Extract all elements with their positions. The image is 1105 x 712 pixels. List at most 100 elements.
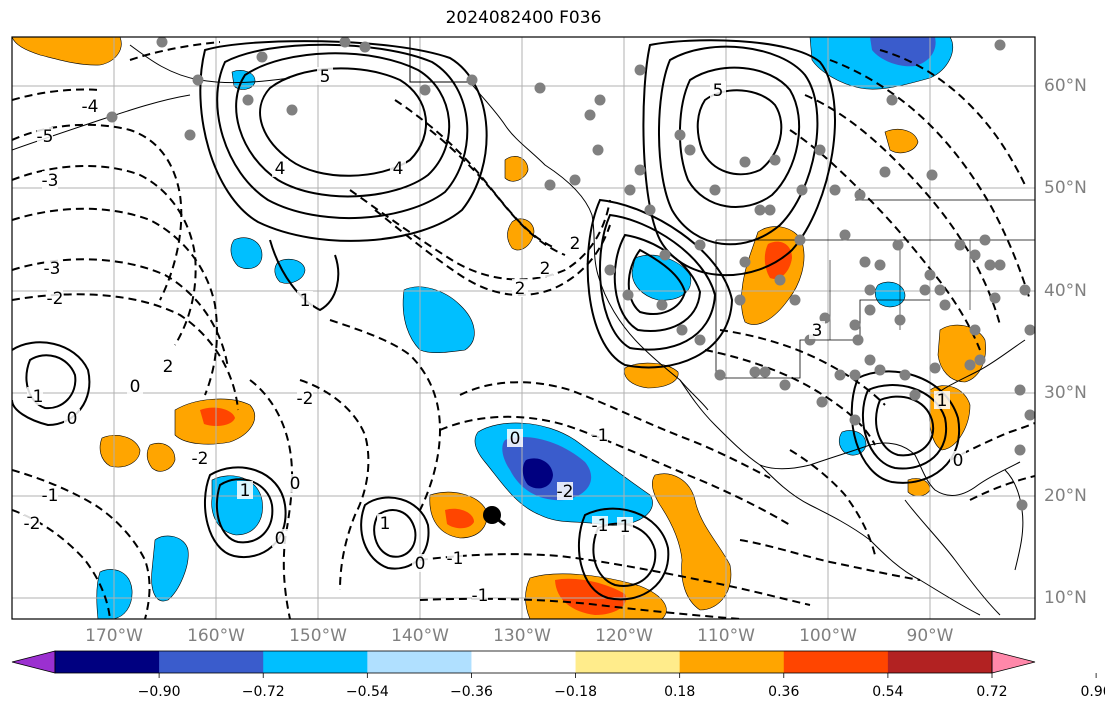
station-dot: [789, 294, 801, 306]
colorbar-tick-label: −0.54: [345, 684, 389, 700]
station-dot: [864, 284, 876, 296]
contour-label: 1: [240, 481, 251, 501]
lon-label-120w: 120°W: [595, 626, 653, 646]
station-dot: [886, 94, 898, 106]
contour-label: 0: [953, 451, 964, 471]
station-dot: [926, 169, 938, 181]
map-title: 2024082400 F036: [445, 8, 602, 28]
station-dot: [816, 396, 828, 408]
station-dot: [964, 359, 976, 371]
shade-red-west1: [200, 407, 235, 426]
station-dot: [1014, 384, 1026, 396]
colorbar-tick-label: 0.18: [664, 684, 696, 700]
station-dot: [919, 284, 931, 296]
shade-orange-canada: [884, 129, 919, 154]
station-dots: [106, 37, 1035, 511]
contour-label-bg: [160, 357, 176, 375]
contour-label: -2: [24, 514, 41, 534]
station-dot: [794, 234, 806, 246]
contour-label-bg: [44, 259, 60, 277]
station-dot: [994, 39, 1006, 51]
contour-label-bg: [617, 517, 633, 535]
lon-label-160w: 160°W: [187, 626, 245, 646]
station-dot: [739, 256, 751, 268]
station-dot: [849, 369, 861, 381]
contour-label: -4: [82, 97, 99, 117]
station-dot: [106, 111, 118, 123]
station-dot: [834, 369, 846, 381]
contour-label: 1: [937, 391, 948, 411]
contour-label-bg: [272, 529, 288, 547]
station-dot: [769, 154, 781, 166]
station-dot: [544, 179, 556, 191]
colorbar-segment: [679, 651, 785, 673]
station-dot: [694, 334, 706, 346]
station-dot: [1016, 499, 1028, 511]
shade-darkblue-ne: [870, 37, 936, 67]
station-dot: [709, 184, 721, 196]
contour-label-bg: [537, 259, 553, 277]
station-dot: [969, 324, 981, 336]
contour-label: 4: [275, 159, 286, 179]
lat-label-10n: 10°N: [1044, 588, 1087, 608]
contour-label: 0: [67, 409, 78, 429]
contour-label-bg: [377, 514, 393, 532]
shade-orange-pac: [507, 218, 535, 251]
shade-orange-mexico: [651, 473, 732, 611]
contour-label: 5: [713, 81, 724, 101]
colorbar-tick-label: −0.18: [554, 684, 597, 700]
station-dot: [874, 259, 886, 271]
station-dot: [754, 204, 766, 216]
station-dot: [839, 229, 851, 241]
station-dot: [242, 94, 254, 106]
station-dot: [604, 264, 616, 276]
contour-label-bg: [272, 159, 288, 177]
station-dot: [864, 304, 876, 316]
colorbar-segment: [471, 651, 577, 673]
contour-label: -1: [472, 586, 489, 606]
station-dot: [779, 379, 791, 391]
station-dot: [286, 104, 298, 116]
station-dot: [994, 259, 1006, 271]
contour-label: 0: [130, 377, 141, 397]
station-dot: [1014, 444, 1026, 456]
station-dot: [899, 369, 911, 381]
shade-red-hawaii: [445, 508, 474, 529]
contour-label-bg: [297, 291, 313, 309]
lat-label-20n: 20°N: [1044, 486, 1087, 506]
lat-label-60n: 60°N: [1044, 76, 1087, 96]
station-dot: [939, 299, 951, 311]
station-dot: [1019, 284, 1031, 296]
contour-label: 1: [300, 291, 311, 311]
contour-label: 4: [393, 159, 404, 179]
contour-label: 0: [290, 474, 301, 494]
lon-label-150w: 150°W: [289, 626, 347, 646]
contour-label: -2: [47, 289, 64, 309]
contour-label: -1: [592, 426, 609, 446]
station-dot: [676, 324, 688, 336]
station-dot: [192, 74, 204, 86]
shade-orange-baja: [624, 362, 679, 389]
contour-label: 0: [275, 529, 286, 549]
contour-label: 2: [163, 357, 174, 377]
contour-label: 1: [620, 517, 631, 537]
contour-label: 2: [515, 279, 526, 299]
contour-label-bg: [27, 387, 43, 405]
contour-label: 1: [380, 514, 391, 534]
contour-label-bg: [37, 127, 53, 145]
contour-label-bg: [47, 289, 63, 307]
station-dot: [852, 334, 864, 346]
station-dot: [656, 299, 668, 311]
station-dot: [594, 94, 606, 106]
station-dot: [974, 354, 986, 366]
map-frame: [11, 36, 1036, 620]
station-dot: [739, 156, 751, 168]
station-dot: [849, 414, 861, 426]
contour-label-bg: [592, 516, 608, 534]
station-dot: [854, 189, 866, 201]
station-dot: [622, 289, 634, 301]
contour-label-bg: [42, 486, 58, 504]
colorbar-segment: [263, 651, 368, 673]
